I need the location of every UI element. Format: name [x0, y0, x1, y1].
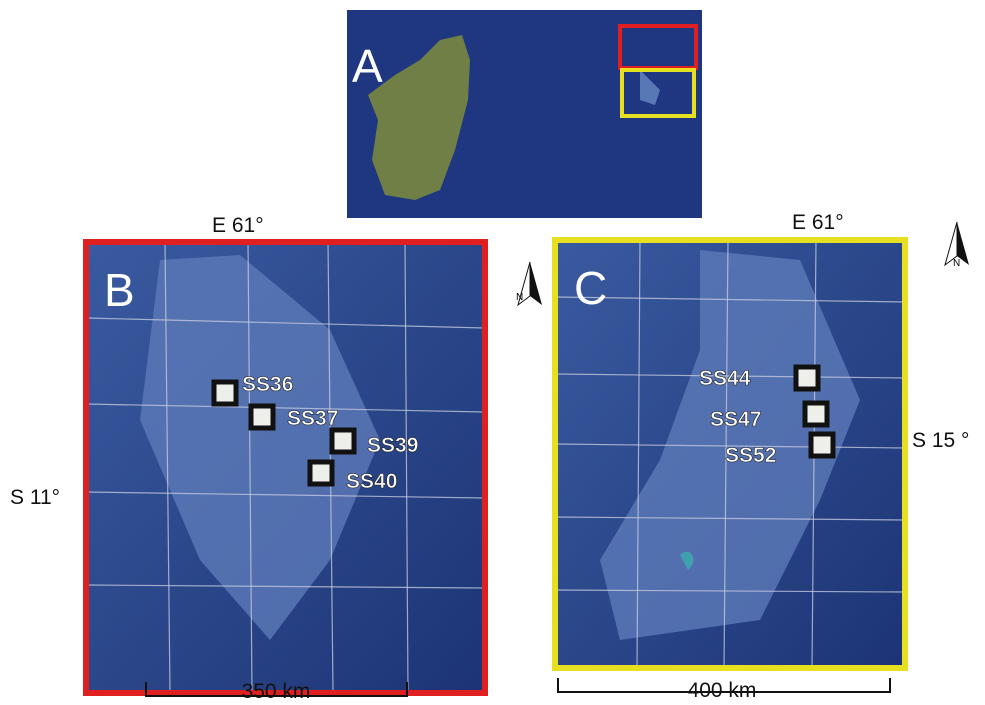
- longitude-label: E 61°: [212, 214, 264, 237]
- station-label: SS52: [725, 444, 776, 467]
- panel-label: A: [352, 40, 383, 92]
- station-label: SS47: [710, 408, 761, 431]
- latitude-label: S 11°: [10, 486, 60, 509]
- station-label: SS40: [346, 470, 397, 493]
- station: [811, 434, 833, 456]
- panel-label: C: [574, 262, 607, 314]
- station-label: SS44: [699, 367, 751, 390]
- latitude-label: S 15 °: [912, 429, 969, 452]
- panel-b: B SS36 SS37 SS39 SS40 E 61° S 11° 350 km…: [10, 214, 542, 703]
- north-label: N: [516, 292, 523, 303]
- panel-c: C SS44 SS47 SS52 E 61° S 15 ° 400 km N: [555, 211, 969, 702]
- station: [214, 382, 236, 404]
- longitude-label: E 61°: [792, 211, 844, 234]
- station: [796, 367, 818, 389]
- figure: A B SS36 SS37 SS39 SS40 E 61° S 11° 350 …: [0, 0, 985, 705]
- panel-label: B: [104, 264, 135, 316]
- panel-a: A: [347, 10, 702, 218]
- north-label: N: [953, 258, 960, 269]
- station: [332, 430, 354, 452]
- station: [251, 406, 273, 428]
- station: [310, 462, 332, 484]
- station-label: SS39: [367, 434, 418, 457]
- station-label: SS36: [242, 373, 293, 396]
- station: [805, 403, 827, 425]
- station-label: SS37: [287, 407, 338, 430]
- north-arrow: [530, 262, 542, 305]
- scale-label: 350 km: [242, 680, 311, 703]
- scale-label: 400 km: [688, 679, 757, 702]
